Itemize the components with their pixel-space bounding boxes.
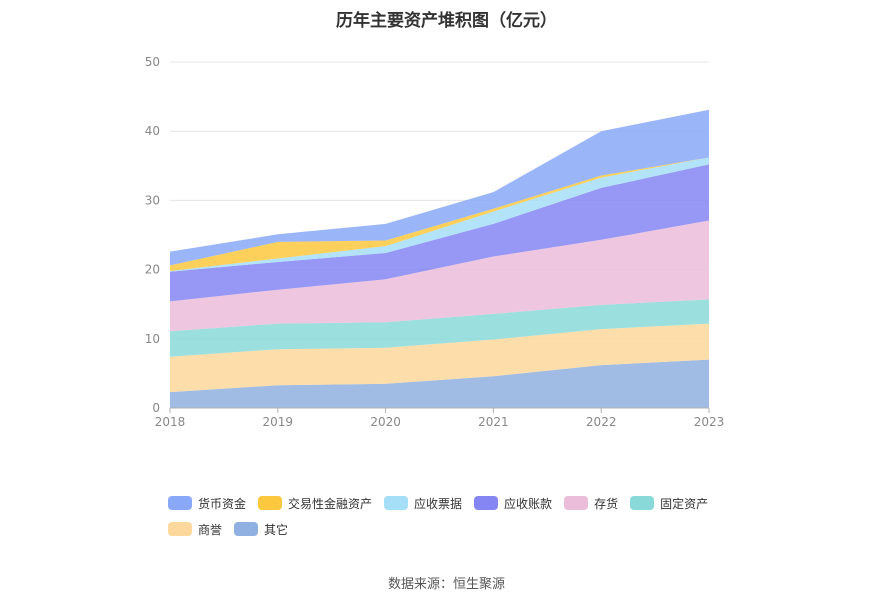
legend-item[interactable]: 固定资产	[630, 494, 708, 512]
legend-label: 应收票据	[414, 496, 463, 511]
y-tick-label: 0	[152, 401, 160, 415]
legend-swatch	[168, 496, 192, 510]
y-tick-label: 20	[145, 263, 160, 277]
area-存货[interactable]	[170, 220, 709, 332]
area-应收账款[interactable]	[170, 164, 709, 302]
x-tick-label: 2019	[263, 415, 294, 429]
legend-item[interactable]: 货币资金	[168, 494, 246, 512]
legend-item[interactable]: 存货	[564, 494, 618, 512]
x-tick-label: 2023	[694, 415, 725, 429]
area-货币资金[interactable]	[170, 109, 709, 266]
legend-item[interactable]: 应收票据	[384, 494, 462, 512]
area-商誉[interactable]	[170, 323, 709, 393]
y-tick-label: 10	[145, 332, 160, 346]
legend-label: 货币资金	[198, 496, 247, 511]
x-tick-label: 2021	[478, 415, 509, 429]
legend-label: 存货	[594, 496, 619, 511]
legend-label: 其它	[264, 522, 289, 537]
legend-swatch	[258, 496, 283, 510]
area-交易性金融资产[interactable]	[170, 157, 709, 272]
x-tick-label: 2022	[586, 415, 617, 429]
legend-label: 固定资产	[660, 496, 709, 511]
x-tick-label: 2018	[155, 415, 186, 429]
legend-swatch	[564, 496, 589, 510]
legend-label: 应收账款	[504, 496, 553, 511]
y-tick-label: 50	[145, 55, 160, 69]
y-tick-label: 30	[145, 193, 160, 207]
legend-item[interactable]: 其它	[234, 520, 288, 538]
legend-swatch	[474, 496, 499, 510]
legend-swatch	[168, 522, 192, 536]
legend: 货币资金 交易性金融资产 应收票据 应收账款 存货 固定资产商誉 其它	[168, 494, 768, 538]
legend-label: 交易性金融资产	[288, 496, 373, 511]
data-source-note: 数据来源：恒生聚源	[387, 577, 505, 592]
x-tick-label: 2020	[370, 415, 401, 429]
legend-item[interactable]: 商誉	[168, 520, 222, 538]
legend-item[interactable]: 应收账款	[474, 494, 552, 512]
area-其它[interactable]	[170, 359, 709, 408]
legend-item[interactable]: 交易性金融资产	[258, 494, 372, 512]
legend-swatch	[630, 496, 655, 510]
legend-swatch	[384, 496, 409, 510]
chart-title: 历年主要资产堆积图（亿元）	[336, 11, 557, 31]
legend-label: 商誉	[198, 522, 223, 537]
area-固定资产[interactable]	[170, 299, 709, 357]
axes: 0 10 20 30 40 50 2018 2019 2020 2021 2022 2023	[145, 55, 725, 429]
area-series	[170, 109, 709, 408]
y-tick-label: 40	[145, 124, 160, 138]
legend-swatch	[234, 522, 259, 536]
area-应收票据[interactable]	[170, 157, 709, 272]
